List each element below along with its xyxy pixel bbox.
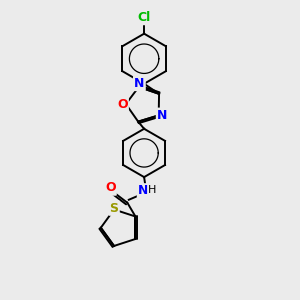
Text: H: H xyxy=(148,185,156,195)
Text: N: N xyxy=(138,184,148,197)
Text: Cl: Cl xyxy=(137,11,151,24)
Text: S: S xyxy=(110,202,118,214)
Text: N: N xyxy=(157,109,167,122)
Text: O: O xyxy=(105,182,116,194)
Text: N: N xyxy=(134,77,145,90)
Text: O: O xyxy=(117,98,128,110)
